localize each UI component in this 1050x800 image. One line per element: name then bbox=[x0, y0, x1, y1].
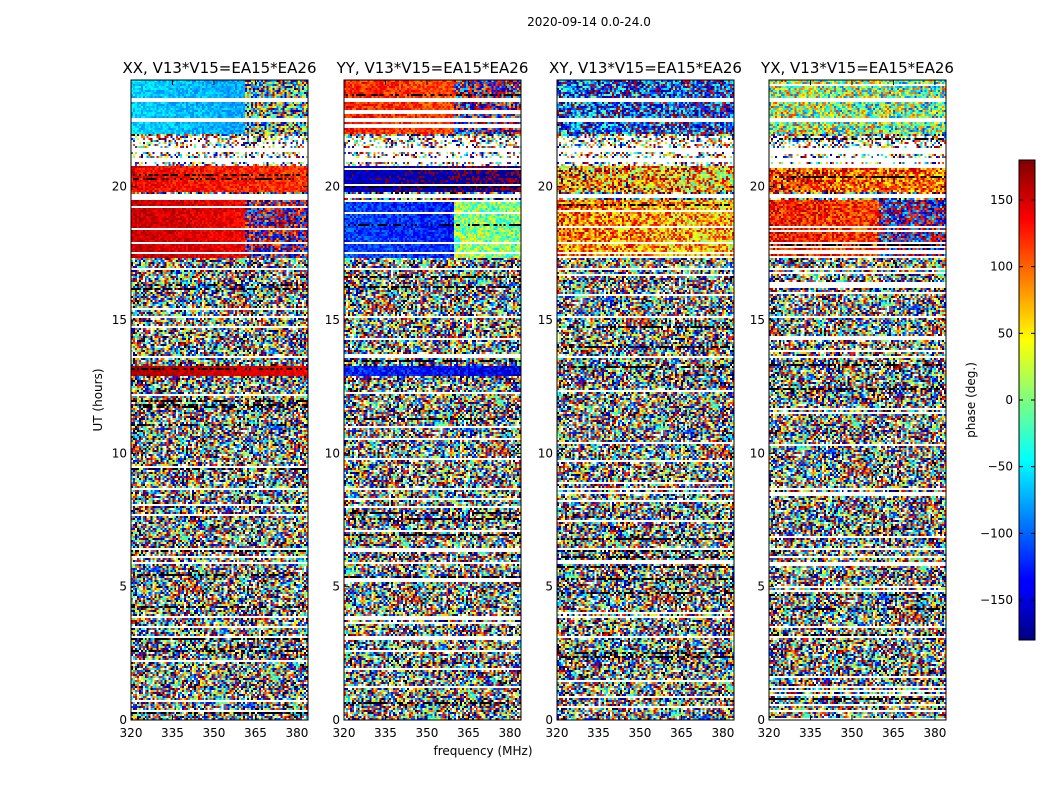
y-tick-label: 5 bbox=[332, 580, 340, 594]
x-tick-label: 350 bbox=[629, 726, 652, 740]
panel-frame bbox=[768, 79, 947, 721]
y-tick-label: 10 bbox=[750, 446, 765, 460]
x-tick-label: 335 bbox=[374, 726, 397, 740]
x-tick-label: 365 bbox=[457, 726, 480, 740]
x-tick-label: 380 bbox=[711, 726, 734, 740]
x-tick-label: 320 bbox=[333, 726, 356, 740]
y-tick-label: 0 bbox=[757, 713, 765, 727]
waterfall-image-4 bbox=[769, 80, 946, 720]
y-tick-label: 10 bbox=[538, 446, 553, 460]
y-tick-label: 20 bbox=[538, 180, 553, 194]
colorbar-tick-label: −100 bbox=[980, 526, 1013, 540]
y-tick-label: 5 bbox=[757, 580, 765, 594]
x-tick-label: 365 bbox=[244, 726, 267, 740]
panel-title: XX, V13*V15=EA15*EA26 bbox=[122, 59, 316, 77]
y-tick-label: 15 bbox=[112, 313, 127, 327]
y-tick-label: 0 bbox=[119, 713, 127, 727]
panel-4: YX, V13*V15=EA15*EA26 320 335 350 365 380 0 5 10… bbox=[750, 59, 954, 740]
x-tick-label: 335 bbox=[799, 726, 822, 740]
waterfall-image-2 bbox=[344, 80, 521, 720]
panel-2: YY, V13*V15=EA15*EA26 320 335 350 365 380 0 5 10… bbox=[325, 59, 529, 740]
panel-frame bbox=[343, 79, 522, 721]
x-tick-label: 350 bbox=[203, 726, 226, 740]
y-tick-label: 5 bbox=[119, 580, 127, 594]
x-tick-label: 380 bbox=[923, 726, 946, 740]
y-tick-label: 20 bbox=[112, 180, 127, 194]
panel-title: YX, V13*V15=EA15*EA26 bbox=[760, 59, 954, 77]
panels: XX, V13*V15=EA15*EA26 320 335 350 365 380 0 5 10… bbox=[112, 59, 954, 740]
y-tick-label: 10 bbox=[325, 446, 340, 460]
x-tick-label: 380 bbox=[285, 726, 308, 740]
y-tick-label: 15 bbox=[750, 313, 765, 327]
colorbar: 150 100 50 0 −50 −100 −150 phase (deg.) bbox=[964, 159, 1036, 641]
waterfall-image-1 bbox=[131, 80, 308, 720]
colorbar-tick-label: 0 bbox=[1005, 393, 1013, 407]
y-tick-label: 0 bbox=[332, 713, 340, 727]
y-tick-label: 20 bbox=[325, 180, 340, 194]
y-tick-label: 10 bbox=[112, 446, 127, 460]
y-tick-label: 15 bbox=[325, 313, 340, 327]
colorbar-tick-label: −150 bbox=[980, 593, 1013, 607]
x-tick-label: 320 bbox=[758, 726, 781, 740]
x-tick-label: 320 bbox=[120, 726, 143, 740]
figure-suptitle: 2020-09-14 0.0-24.0 bbox=[527, 15, 651, 29]
x-tick-label: 365 bbox=[882, 726, 905, 740]
x-tick-label: 350 bbox=[416, 726, 439, 740]
colorbar-label: phase (deg.) bbox=[964, 362, 978, 438]
panel-frame bbox=[556, 79, 735, 721]
x-tick-label: 335 bbox=[161, 726, 184, 740]
x-tick-label: 335 bbox=[587, 726, 610, 740]
x-axis-label: frequency (MHz) bbox=[433, 744, 532, 758]
y-tick-label: 5 bbox=[545, 580, 553, 594]
colorbar-tick-label: 150 bbox=[990, 193, 1013, 207]
panel-frame bbox=[130, 79, 309, 721]
colorbar-tick-label: −50 bbox=[988, 460, 1013, 474]
panel-title: XY, V13*V15=EA15*EA26 bbox=[549, 59, 742, 77]
colorbar-ticks: 150 100 50 0 −50 −100 −150 bbox=[980, 193, 1035, 607]
waterfall-image-3 bbox=[557, 80, 734, 720]
panel-1: XX, V13*V15=EA15*EA26 320 335 350 365 380 0 5 10… bbox=[112, 59, 317, 740]
colorbar-tick-label: 100 bbox=[990, 260, 1013, 274]
x-tick-label: 365 bbox=[670, 726, 693, 740]
panel-title: YY, V13*V15=EA15*EA26 bbox=[336, 59, 529, 77]
panel-3: XY, V13*V15=EA15*EA26 320 335 350 365 380 0 5 10… bbox=[538, 59, 742, 740]
y-tick-label: 20 bbox=[750, 180, 765, 194]
x-tick-label: 350 bbox=[841, 726, 864, 740]
y-axis-label: UT (hours) bbox=[91, 368, 105, 431]
x-tick-label: 380 bbox=[498, 726, 521, 740]
x-tick-label: 320 bbox=[546, 726, 569, 740]
y-tick-label: 0 bbox=[545, 713, 553, 727]
colorbar-tick-label: 50 bbox=[998, 326, 1013, 340]
y-tick-label: 15 bbox=[538, 313, 553, 327]
